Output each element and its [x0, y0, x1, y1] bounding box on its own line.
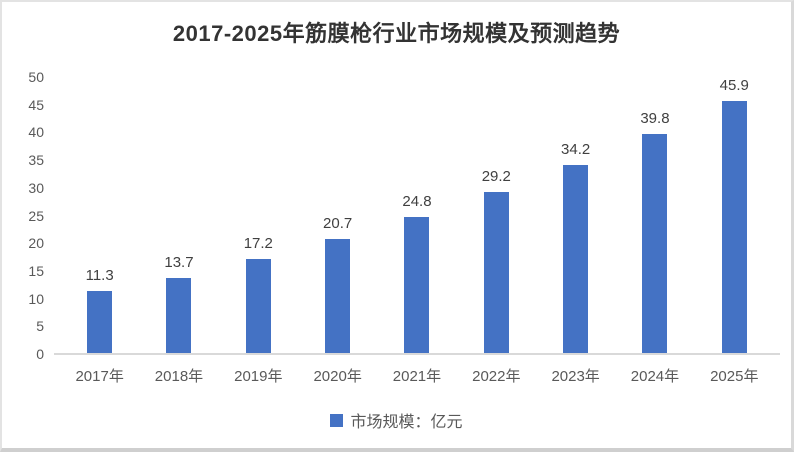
- bar-group: 39.8: [615, 77, 694, 354]
- bar-data-label: 17.2: [243, 234, 273, 252]
- bar: [87, 291, 113, 354]
- y-axis-tick-label: 20: [28, 235, 44, 252]
- y-axis-tick-label: 30: [28, 179, 44, 196]
- bar: [404, 216, 430, 354]
- x-axis-category-label: 2020年: [313, 368, 362, 385]
- x-axis-category-label: 2022年: [472, 368, 521, 385]
- y-axis-tick-label: 40: [28, 124, 44, 141]
- bar: [245, 258, 271, 354]
- bar-data-label: 11.3: [85, 267, 114, 285]
- x-axis-category-label: 2024年: [630, 368, 680, 385]
- bar: [563, 164, 589, 354]
- bar-group: 20.7: [298, 77, 377, 354]
- bar-group: 34.2: [536, 77, 615, 354]
- y-axis: 0 5 10 15 20 25 30 35 40 45 50: [2, 2, 50, 448]
- x-axis-category-label: 2025年: [710, 368, 759, 385]
- bar-data-label: 34.2: [561, 140, 591, 158]
- plot-area: 11.3 13.7 17.2 20.7 24.8 29.2 34.2 39.8 45.9: [60, 77, 774, 354]
- bar: [483, 192, 509, 354]
- y-axis-tick-label: 5: [36, 318, 44, 335]
- bar-data-label: 20.7: [323, 215, 353, 233]
- bar: [642, 133, 668, 354]
- bar-data-label: 24.8: [402, 192, 432, 210]
- bar: [721, 101, 747, 354]
- x-axis-labels: 2017年 2018年 2019年 2020年 2021年 2022年 2023年 2024年…: [60, 365, 774, 386]
- x-axis-category-label: 2023年: [551, 368, 600, 385]
- y-axis-tick-label: 35: [28, 152, 44, 169]
- bar-data-label: 29.2: [481, 168, 511, 186]
- bar-data-label: 39.8: [640, 109, 670, 127]
- bar: [166, 278, 192, 354]
- bar-group: 45.9: [695, 77, 774, 354]
- bar: [325, 239, 351, 354]
- x-axis-line: [54, 353, 780, 355]
- bar-group: 13.7: [139, 77, 218, 354]
- legend: 市场规模：亿元: [2, 408, 791, 432]
- y-axis-tick-label: 15: [28, 262, 44, 279]
- x-axis-category-label: 2018年: [154, 368, 204, 385]
- chart-title: 2017-2025年筋膜枪行业市场规模及预测趋势: [172, 21, 621, 46]
- x-axis-category-label: 2021年: [392, 368, 442, 385]
- legend-series-label: 市场规模：亿元: [350, 414, 463, 431]
- legend-color-swatch: [330, 413, 344, 427]
- y-axis-tick-label: 10: [28, 290, 44, 307]
- y-axis-tick-label: 45: [28, 96, 44, 113]
- x-axis-category-label: 2017年: [75, 368, 124, 385]
- bar-data-label: 45.9: [719, 77, 749, 94]
- bar-group: 17.2: [219, 77, 298, 354]
- bar-data-label: 13.7: [164, 254, 194, 272]
- x-axis-category-label: 2019年: [234, 368, 283, 385]
- bar-group: 11.3: [60, 77, 139, 354]
- y-axis-tick-label: 50: [28, 69, 44, 85]
- y-axis-tick-label: 25: [28, 207, 44, 224]
- bar-group: 24.8: [377, 77, 456, 354]
- bar-group: 29.2: [457, 77, 536, 354]
- y-axis-tick-label: 0: [36, 346, 44, 362]
